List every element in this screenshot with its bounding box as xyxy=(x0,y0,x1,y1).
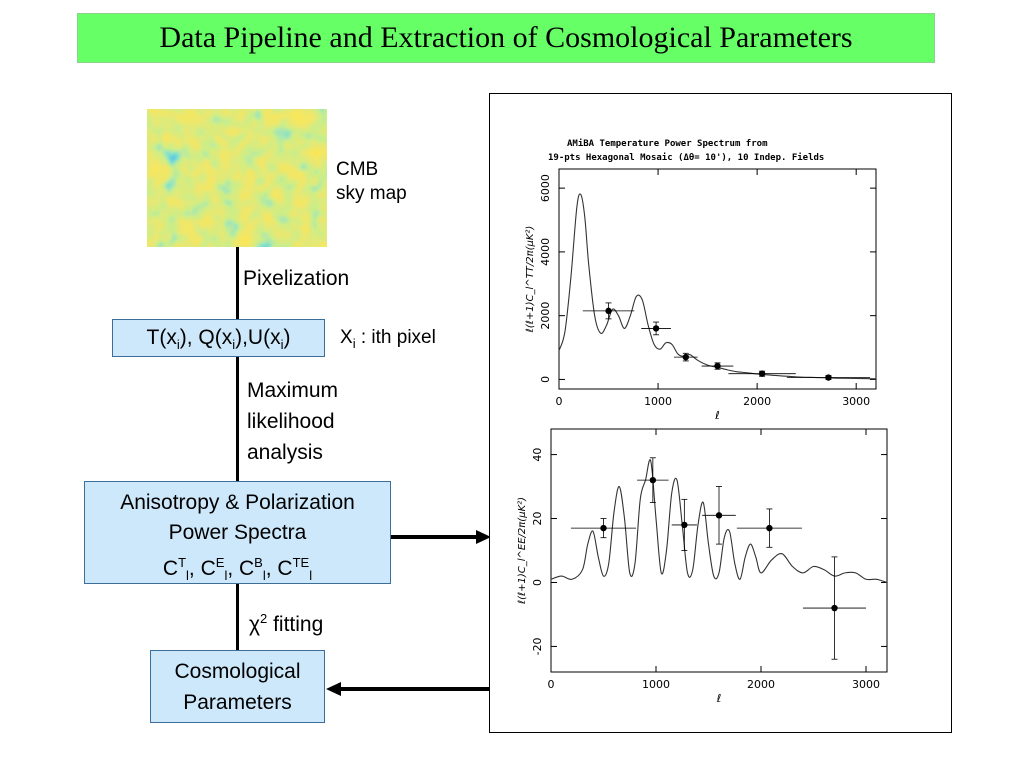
pixelization-label: Pixelization xyxy=(243,267,350,290)
params-line1: Cosmological xyxy=(174,660,301,683)
pixel-note-text: : ith pixel xyxy=(355,327,436,348)
sym-l2: l xyxy=(224,568,228,584)
pixel-box-u: ),U(x xyxy=(235,326,281,349)
pixel-box-q: ), Q(x xyxy=(179,326,233,349)
tt-x-tick-label: 3000 xyxy=(842,395,870,408)
spectra-line1: Anisotropy & Polarization xyxy=(120,491,355,514)
maximum-likelihood-label: Maximum likelihood analysis xyxy=(247,375,338,468)
sym-l3: l xyxy=(262,568,266,584)
pixel-box-sub2: i xyxy=(232,337,236,353)
sym-l4: l xyxy=(309,568,313,584)
ee-data-point xyxy=(831,604,838,612)
ee-y-tick-label: 40 xyxy=(531,448,544,462)
power-spectrum-plots-panel: AMiBA Temperature Power Spectrum from 19… xyxy=(489,93,952,733)
power-spectra-box: Anisotropy & Polarization Power Spectra … xyxy=(84,481,391,584)
tt-data-point xyxy=(605,307,612,315)
cmb-sky-map-image xyxy=(147,109,327,247)
ml-line3: analysis xyxy=(247,441,323,464)
cmb-label-line2: sky map xyxy=(336,182,407,204)
ee-x-tick-label: 1000 xyxy=(642,678,670,691)
pixel-note-sub: i xyxy=(352,335,356,351)
tt-x-tick-label: 2000 xyxy=(743,395,771,408)
ml-line1: Maximum xyxy=(247,379,339,402)
ee-data-point xyxy=(681,521,688,529)
pixel-box-t: T(x xyxy=(146,326,177,349)
pixel-values-box: T(xi), Q(xi),U(xi) xyxy=(112,319,325,357)
tt-chart-subtitle: 19-pts Hexagonal Mosaic (Δθ= 10'), 10 In… xyxy=(548,153,825,163)
ee-x-tick-label: 2000 xyxy=(747,678,775,691)
power-spectrum-charts: 0 1000 2000 30000200040006000ℓℓ(ℓ+1)C_l^TT/… xyxy=(517,168,888,705)
ee-theory-curve xyxy=(550,459,888,584)
spectra-symbols: CTl, CEl, CBl, CTEl xyxy=(85,548,390,591)
sym-sep3: , xyxy=(265,557,278,580)
tt-chart-title: AMiBA Temperature Power Spectrum from xyxy=(567,139,768,149)
tt-y-tick-label: 0 xyxy=(539,376,552,383)
tt-plot-frame xyxy=(558,168,877,390)
sym-c4: C xyxy=(277,557,293,580)
ee-y-tick-label: 0 xyxy=(531,579,544,586)
sym-c1: C xyxy=(162,557,179,580)
sym-e: E xyxy=(215,555,225,570)
sym-b: B xyxy=(254,555,263,570)
pixel-note-x: X xyxy=(340,327,353,348)
chi-exponent: 2 xyxy=(260,611,268,626)
pixel-box-sub1: i xyxy=(176,337,180,353)
sym-sep2: , xyxy=(227,557,239,580)
ee-x-tick-label: 3000 xyxy=(852,678,880,691)
arrow-plots-to-params xyxy=(326,682,489,696)
cmb-label-line1: CMB xyxy=(336,159,379,180)
arrow-spectra-to-plots xyxy=(391,530,491,544)
tt-y-tick-label: 6000 xyxy=(539,174,552,202)
tt-data-point xyxy=(825,374,832,381)
ee-data-point xyxy=(766,524,773,532)
slide-title: Data Pipeline and Extraction of Cosmolog… xyxy=(159,21,853,54)
ee-y-axis-label: ℓ(ℓ+1)C_l^EE/2π(μK²) xyxy=(517,497,528,604)
tt-y-tick-label: 4000 xyxy=(539,238,552,266)
ee-x-tick-label: 0 xyxy=(548,678,555,691)
ee-x-axis-label: ℓ xyxy=(716,692,722,705)
connector-spectra-to-params xyxy=(236,584,239,650)
tt-data-point xyxy=(652,325,660,332)
ee-data-point xyxy=(715,512,723,519)
tt-x-tick-label: 0 xyxy=(556,395,563,408)
cmb-sky-map-label: CMB sky map xyxy=(336,158,407,206)
tt-y-tick-label: 2000 xyxy=(539,302,552,330)
pixel-box-end: ) xyxy=(283,326,291,349)
tt-data-point xyxy=(682,353,689,361)
tt-data-point xyxy=(714,362,721,370)
chi-symbol: χ xyxy=(249,613,261,636)
params-line2: Parameters xyxy=(183,691,292,714)
cosmological-parameters-box: Cosmological Parameters xyxy=(150,650,325,723)
ee-data-point xyxy=(649,476,657,484)
sym-sep1: , xyxy=(188,557,201,580)
pixel-box-sub3: i xyxy=(280,337,284,353)
sym-te: TE xyxy=(292,555,310,570)
slide-title-banner: Data Pipeline and Extraction of Cosmolog… xyxy=(77,13,935,63)
tt-x-tick-label: 1000 xyxy=(644,395,672,408)
tt-y-axis-label: ℓ(ℓ+1)C_l^TT/2π(μK²) xyxy=(525,226,536,333)
chi-squared-fitting-label: χ2 fitting xyxy=(249,611,323,637)
ee-plot-frame xyxy=(550,428,888,673)
ee-y-tick-label: -20 xyxy=(531,637,544,655)
connector-pixels-to-spectra xyxy=(236,357,239,481)
tt-x-axis-label: ℓ xyxy=(714,409,720,422)
fitting-text: fitting xyxy=(267,613,324,636)
ee-data-point xyxy=(600,524,607,532)
connector-map-to-pixels xyxy=(236,247,239,319)
sym-t: T xyxy=(178,555,187,570)
spectra-line2: Power Spectra xyxy=(168,521,307,544)
sym-c2: C xyxy=(200,557,216,580)
sym-l1: l xyxy=(186,568,189,584)
tt-theory-curve xyxy=(558,193,877,380)
pixel-note: Xi : ith pixel xyxy=(340,327,436,351)
ml-line2: likelihood xyxy=(247,410,335,433)
tt-data-point xyxy=(758,370,766,377)
sym-c3: C xyxy=(239,557,255,580)
ee-y-tick-label: 20 xyxy=(531,512,544,526)
